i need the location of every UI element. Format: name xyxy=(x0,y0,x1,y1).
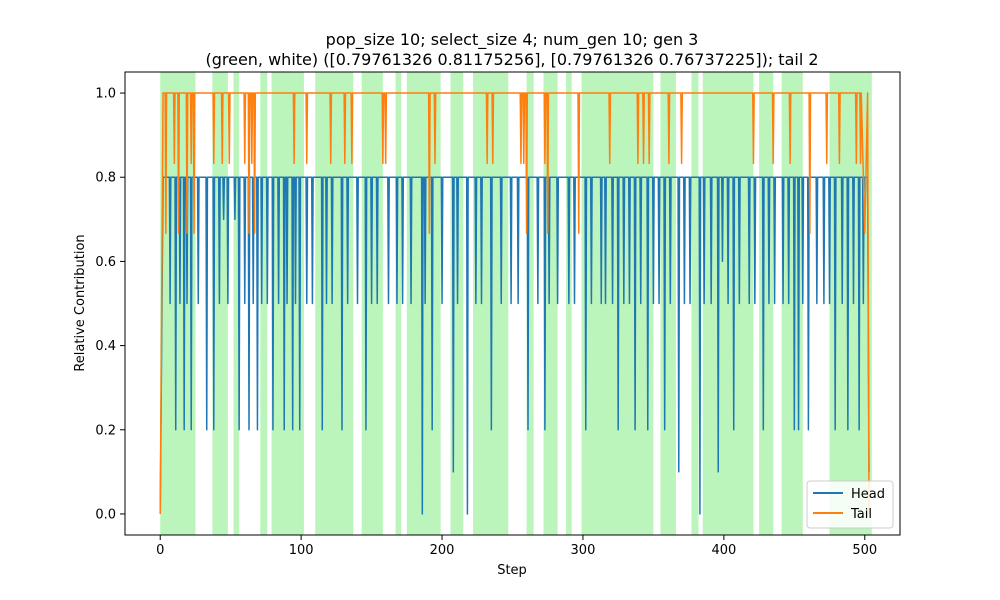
plot-area xyxy=(124,71,901,536)
series-layer xyxy=(159,92,870,515)
y-tick-label: 0.2 xyxy=(95,423,116,438)
shaded-region-2 xyxy=(233,72,240,535)
x-tick-label: 200 xyxy=(430,543,455,558)
shaded-region-3 xyxy=(260,72,268,535)
y-tick-label: 0.4 xyxy=(95,339,116,354)
y-tick-label: 0.8 xyxy=(95,171,116,186)
shaded-region-7 xyxy=(395,72,402,535)
y-tick-label: 0.6 xyxy=(95,255,116,270)
title-line-2: (green, white) ([0.79761326 0.81175256],… xyxy=(205,50,818,69)
y-tick-label: 1.0 xyxy=(95,87,116,102)
chart-title: pop_size 10; select_size 4; num_gen 10; … xyxy=(205,30,818,69)
x-axis-label: Step xyxy=(497,563,527,578)
shaded-region-11 xyxy=(526,72,534,535)
y-axis: 0.0 0.2 0.4 0.6 0.8 1.0 xyxy=(95,87,125,522)
x-tick-label: 100 xyxy=(289,543,314,558)
y-axis-label: Relative Contribution xyxy=(73,234,88,371)
legend: Head Tail xyxy=(806,480,894,529)
x-tick-label: 300 xyxy=(571,543,596,558)
series-line-head xyxy=(159,176,870,515)
x-axis: 0 100 200 300 400 500 xyxy=(156,535,877,558)
title-line-1: pop_size 10; select_size 4; num_gen 10; … xyxy=(326,30,699,50)
series-line-tail xyxy=(159,92,870,514)
shaded-region-16 xyxy=(691,72,699,535)
x-tick-label: 500 xyxy=(852,543,877,558)
legend-label-head: Head xyxy=(851,487,885,502)
legend-label-tail: Tail xyxy=(850,507,872,522)
x-tick-label: 0 xyxy=(156,543,164,558)
y-tick-label: 0.0 xyxy=(95,507,116,522)
axes-frame xyxy=(124,71,901,536)
x-tick-label: 400 xyxy=(711,543,736,558)
shaded-region-18 xyxy=(759,72,774,535)
shaded-region-20 xyxy=(829,72,872,535)
